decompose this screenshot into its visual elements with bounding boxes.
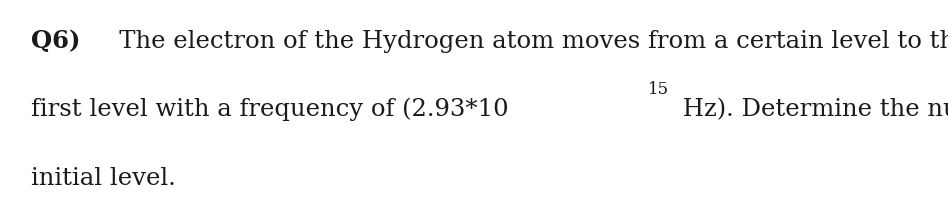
Text: Hz). Determine the number of the: Hz). Determine the number of the bbox=[675, 98, 948, 121]
Text: The electron of the Hydrogen atom moves from a certain level to the: The electron of the Hydrogen atom moves … bbox=[95, 30, 948, 53]
Text: initial level.: initial level. bbox=[31, 166, 176, 189]
Text: 15: 15 bbox=[647, 80, 668, 97]
Text: Q6): Q6) bbox=[31, 29, 81, 53]
Text: first level with a frequency of (2.93*10: first level with a frequency of (2.93*10 bbox=[31, 97, 509, 121]
